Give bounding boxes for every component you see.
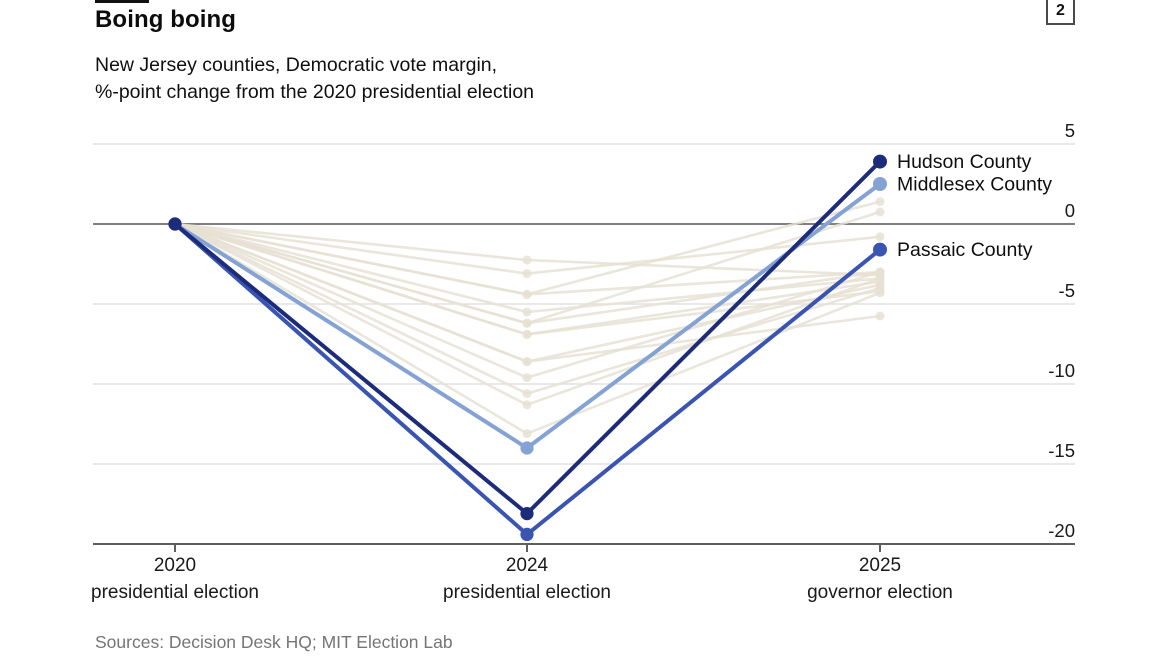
data-point-other-county	[522, 269, 532, 279]
data-point-other-county	[522, 329, 532, 339]
chart-subtitle-line1: New Jersey counties, Democratic vote mar…	[95, 54, 498, 76]
data-point-hudson-county	[873, 154, 887, 169]
data-point-other-county	[522, 255, 532, 265]
chart-subtitle: New Jersey counties, Democratic vote mar…	[95, 52, 534, 106]
data-point-other-county	[522, 400, 532, 410]
page-number: 2	[1056, 2, 1065, 19]
series-label-passaic-county: Passaic County	[897, 239, 1033, 261]
data-point-other-county	[875, 273, 885, 283]
data-point-other-county	[522, 389, 532, 399]
data-point-hudson-county	[168, 217, 182, 231]
data-point-other-county	[522, 429, 532, 439]
data-point-other-county	[522, 318, 532, 328]
x-tick-label: 2024 presidential election	[443, 555, 611, 603]
data-point-other-county	[522, 373, 532, 383]
data-point-passaic-county	[873, 242, 887, 257]
chart-title: Boing boing	[95, 6, 237, 33]
data-point-other-county	[522, 307, 532, 317]
y-tick-label: -5	[1059, 280, 1075, 301]
y-tick-label: -10	[1048, 360, 1075, 381]
page-number-badge: 2	[1046, 0, 1075, 25]
x-tick-label: 2020 presidential election	[91, 555, 259, 603]
data-point-other-county	[875, 311, 885, 321]
data-point-passaic-county	[520, 527, 534, 542]
y-tick-label: 0	[1065, 200, 1075, 221]
data-point-other-county	[875, 232, 885, 242]
y-tick-label: -20	[1048, 520, 1075, 541]
data-point-hudson-county	[520, 506, 534, 521]
series-label-hudson-county: Hudson County	[897, 151, 1032, 173]
sources-note: Sources: Decision Desk HQ; MIT Election …	[95, 632, 453, 652]
data-point-other-county	[522, 289, 532, 299]
data-point-middlesex-county	[520, 441, 534, 455]
y-tick-label: 5	[1065, 120, 1075, 141]
series-label-middlesex-county: Middlesex County	[897, 174, 1052, 196]
chart-subtitle-line2: %-point change from the 2020 presidentia…	[95, 81, 535, 103]
x-tick-label: 2025 governor election	[807, 555, 953, 603]
data-point-other-county	[875, 207, 885, 217]
data-point-other-county	[875, 267, 885, 277]
data-point-other-county	[522, 357, 532, 367]
data-point-other-county	[875, 288, 885, 298]
kicker-bar	[95, 0, 149, 3]
data-point-middlesex-county	[873, 177, 887, 191]
data-point-other-county	[875, 197, 885, 207]
y-tick-label: -15	[1048, 440, 1075, 461]
